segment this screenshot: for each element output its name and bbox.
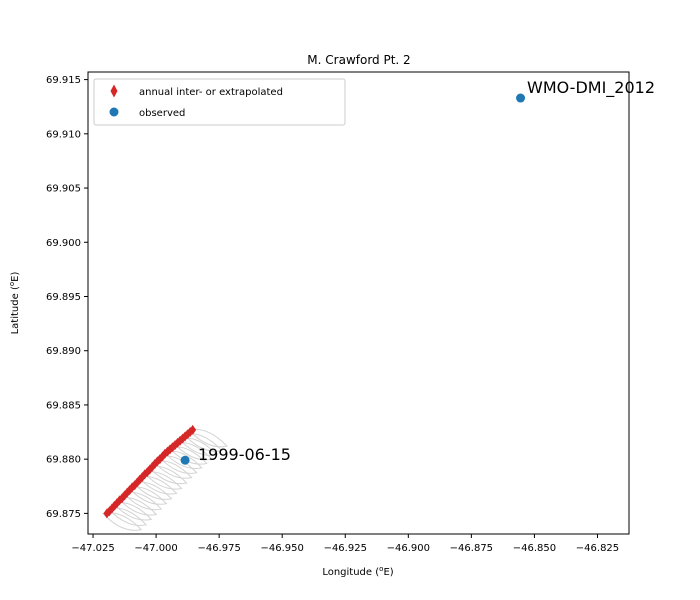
y-tick-label: 69.880 bbox=[46, 455, 81, 466]
x-tick-label: −46.825 bbox=[576, 543, 619, 554]
error-outline bbox=[152, 460, 193, 479]
annotation-label: 1999-06-15 bbox=[198, 445, 291, 464]
y-tick-label: 69.885 bbox=[46, 400, 81, 411]
error-outline bbox=[112, 501, 153, 521]
error-outline bbox=[172, 441, 213, 461]
x-tick-label: −46.950 bbox=[261, 543, 304, 554]
annotation-label: WMO-DMI_2012 bbox=[527, 78, 655, 98]
x-tick-label: −46.900 bbox=[387, 543, 430, 554]
series-interpolated bbox=[103, 424, 197, 519]
x-axis: −47.025 −47.000 −46.975 −46.950 −46.925 −46.9… bbox=[71, 534, 619, 554]
legend-label-interpolated: annual inter- or extrapolated bbox=[139, 87, 283, 98]
error-outlines bbox=[101, 428, 228, 531]
legend-label-observed: observed bbox=[139, 108, 185, 119]
legend: annual inter- or extrapolated observed bbox=[93, 78, 346, 126]
y-tick-label: 69.875 bbox=[46, 509, 81, 520]
legend-marker-diamond bbox=[110, 84, 118, 98]
error-outline bbox=[127, 486, 168, 505]
legend-box bbox=[93, 78, 346, 126]
y-tick-label: 69.915 bbox=[46, 75, 81, 86]
x-tick-label: −46.850 bbox=[513, 543, 556, 554]
series-observed bbox=[180, 93, 526, 465]
data-point-interpolated bbox=[189, 424, 197, 435]
plot-area-frame bbox=[87, 71, 630, 535]
error-outline bbox=[162, 450, 203, 469]
error-outline bbox=[177, 437, 218, 456]
error-outline bbox=[137, 475, 178, 495]
error-outline bbox=[101, 512, 143, 531]
y-tick-label: 69.890 bbox=[46, 346, 81, 357]
data-point-interpolated bbox=[123, 487, 131, 498]
chart-title: M. Crawford Pt. 2 bbox=[307, 53, 410, 67]
x-tick-label: −46.975 bbox=[197, 543, 240, 554]
x-tick-label: −46.925 bbox=[324, 543, 367, 554]
error-outline bbox=[187, 428, 228, 448]
data-point-observed bbox=[180, 455, 190, 465]
y-tick-label: 69.905 bbox=[46, 184, 81, 195]
data-point-observed bbox=[516, 93, 526, 103]
annotations: 1999-06-15 WMO-DMI_2012 bbox=[198, 78, 655, 464]
y-tick-label: 69.910 bbox=[46, 129, 81, 140]
x-tick-label: −47.025 bbox=[71, 543, 114, 554]
y-tick-label: 69.900 bbox=[46, 238, 81, 249]
x-axis-label: Longitude (oE) bbox=[322, 565, 393, 578]
y-axis-label: Latitude (oE) bbox=[8, 272, 21, 335]
error-outline bbox=[167, 446, 208, 465]
y-tick-label: 69.895 bbox=[46, 292, 81, 303]
legend-marker-circle bbox=[109, 107, 119, 117]
x-tick-label: −46.875 bbox=[450, 543, 493, 554]
y-axis: 69.875 69.880 69.885 69.890 69.895 69.900 69.9… bbox=[46, 75, 88, 520]
error-outline bbox=[157, 455, 198, 474]
error-outline bbox=[182, 433, 223, 452]
x-tick-label: −47.000 bbox=[134, 543, 177, 554]
